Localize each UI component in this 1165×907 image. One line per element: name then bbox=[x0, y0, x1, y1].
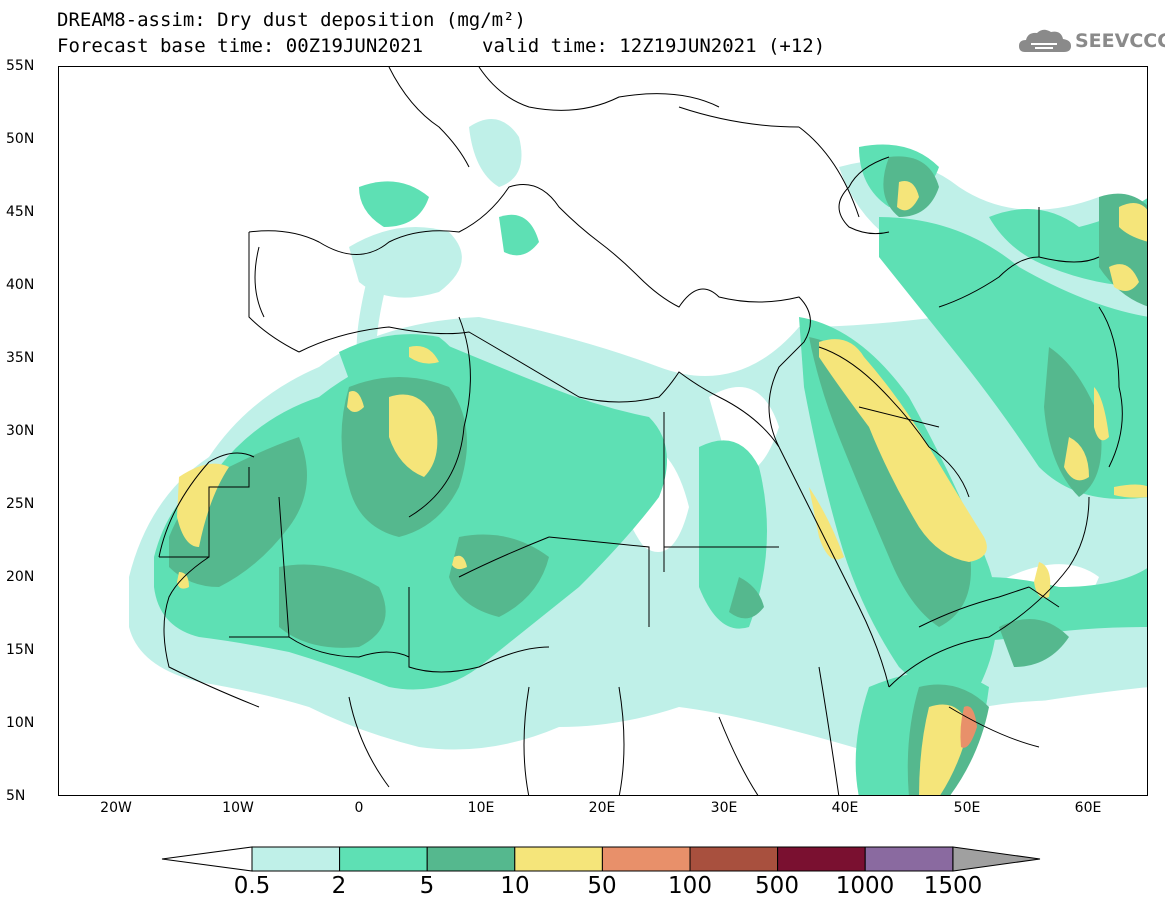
lat-label: 35N bbox=[6, 350, 35, 366]
lon-label: 10W bbox=[222, 800, 254, 816]
lat-label: 10N bbox=[6, 715, 35, 731]
lat-label: 5N bbox=[6, 788, 26, 804]
colorbar-cell bbox=[689, 846, 779, 872]
lon-label: 30E bbox=[710, 800, 738, 816]
colorbar-cell bbox=[339, 846, 428, 872]
lat-label: 30N bbox=[6, 423, 35, 439]
valid-time: valid time: 12Z19JUN2021 (+12) bbox=[482, 35, 826, 57]
lat-label: 45N bbox=[6, 204, 35, 220]
contour-50-100 bbox=[960, 706, 977, 748]
colorbar-cell bbox=[601, 846, 691, 872]
lat-label: 25N bbox=[6, 496, 35, 512]
colorbar-cell bbox=[864, 846, 954, 872]
lon-label: 0 bbox=[354, 800, 364, 816]
colorbar-cells bbox=[251, 846, 954, 872]
lon-label: 20E bbox=[588, 800, 616, 816]
lat-label: 15N bbox=[6, 642, 35, 658]
cloud-logo-icon bbox=[1019, 29, 1071, 52]
colorbar-label: 1500 bbox=[923, 873, 983, 899]
colorbar bbox=[161, 846, 1041, 872]
lon-label: 40E bbox=[831, 800, 859, 816]
country-borders bbox=[158, 67, 1123, 795]
contour-5-10 bbox=[169, 156, 1147, 795]
colorbar-label: 0.5 bbox=[233, 873, 271, 899]
colorbar-label: 5 bbox=[419, 873, 435, 899]
lon-label: 10E bbox=[467, 800, 495, 816]
map-title: DREAM8-assim: Dry dust deposition (mg/m²… bbox=[57, 9, 526, 31]
lat-label: 50N bbox=[6, 131, 35, 147]
lat-label: 20N bbox=[6, 569, 35, 585]
colorbar-label: 50 bbox=[587, 873, 617, 899]
contour-10-50 bbox=[177, 181, 1147, 795]
colorbar-label: 10 bbox=[500, 873, 530, 899]
lon-label: 50E bbox=[953, 800, 981, 816]
lat-label: 40N bbox=[6, 277, 35, 293]
lon-label: 60E bbox=[1074, 800, 1102, 816]
colorbar-label: 100 bbox=[668, 873, 712, 899]
map-panel bbox=[58, 66, 1148, 796]
colorbar-label: 500 bbox=[755, 873, 799, 899]
colorbar-label: 1000 bbox=[835, 873, 895, 899]
lat-label: 55N bbox=[6, 58, 35, 74]
colorbar-cell bbox=[514, 846, 603, 872]
colorbar-cell bbox=[426, 846, 516, 872]
colorbar-under-arrow bbox=[161, 846, 253, 872]
dust-deposition-map bbox=[59, 67, 1147, 795]
colorbar-label: 2 bbox=[331, 873, 347, 899]
lon-label: 20W bbox=[100, 800, 132, 816]
colorbar-cell bbox=[251, 846, 341, 872]
forecast-base-time: Forecast base time: 00Z19JUN2021 bbox=[57, 35, 424, 57]
colorbar-over-arrow bbox=[952, 846, 1041, 872]
logo-text: SEEVCCC bbox=[1075, 30, 1165, 52]
seevccc-logo: SEEVCCC bbox=[1017, 26, 1165, 58]
colorbar-cell bbox=[777, 846, 866, 872]
